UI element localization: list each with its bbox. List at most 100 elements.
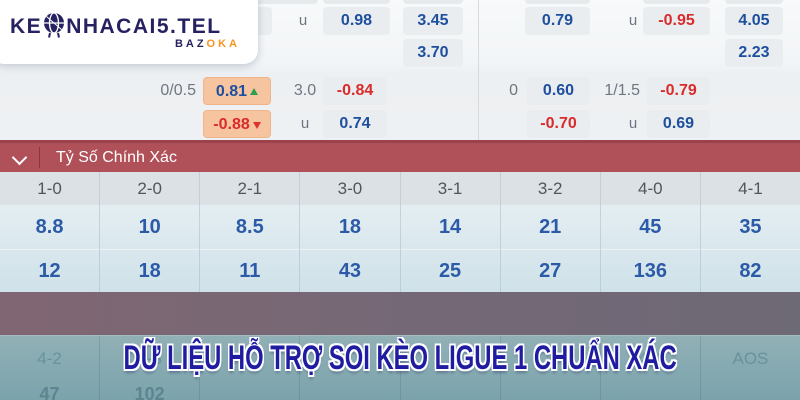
- odds-cell[interactable]: -0.70: [527, 110, 590, 138]
- score-odds-cell[interactable]: 47: [39, 384, 60, 400]
- score-odds-cell[interactable]: 45: [639, 216, 662, 238]
- total-line-label: 3.0: [293, 82, 317, 99]
- score-odds-cell[interactable]: [701, 381, 800, 400]
- score-column: 4-3 102: [100, 336, 201, 400]
- score-col-header: 1-0: [0, 172, 101, 205]
- score-column: 35 82: [700, 205, 800, 292]
- score-odds-cell[interactable]: 82: [700, 249, 800, 292]
- score-column: 18 43: [300, 205, 401, 292]
- brand-tagline-post: OKA: [206, 38, 240, 50]
- score-col-header: 4-4: [638, 349, 663, 368]
- score-odds-cell[interactable]: [501, 381, 600, 400]
- highlighted-odds-cell[interactable]: -0.88: [203, 110, 271, 138]
- separator-band: [0, 292, 800, 335]
- score-odds-cell[interactable]: 102: [134, 384, 165, 400]
- highlighted-odds-cell[interactable]: 0.81: [203, 77, 271, 105]
- odds-cell[interactable]: -0.79: [647, 77, 710, 105]
- under-label: u: [300, 115, 310, 132]
- bar-separator: [39, 147, 40, 168]
- odds-cell[interactable]: 3.70: [403, 39, 463, 67]
- score-odds-cell[interactable]: [401, 381, 500, 400]
- under-label: u: [298, 12, 308, 29]
- score-column: AOS: [701, 336, 800, 400]
- handicap-label: 0: [509, 82, 518, 99]
- score-header-row: 1-0 2-0 2-1 3-0 3-1 3-2 4-0 4-1: [0, 172, 800, 205]
- chevron-down-icon[interactable]: [11, 149, 28, 166]
- score-odds-cell[interactable]: 18: [338, 216, 362, 238]
- odds-cell[interactable]: 0.69: [647, 110, 710, 138]
- score-column: 4-4: [601, 336, 701, 400]
- odds-value: 0.81: [215, 83, 248, 100]
- score-col-header: 3-1: [401, 172, 501, 205]
- correct-score-section-bar[interactable]: Tỷ Số Chính Xác: [0, 140, 800, 172]
- cutoff-box-sliver: [403, 0, 463, 4]
- odds-cell[interactable]: -0.95: [643, 7, 710, 35]
- score-col-header: 3-2: [501, 172, 601, 205]
- score-odds-cell[interactable]: 8.5: [235, 216, 264, 238]
- score-column: 14 25: [400, 205, 501, 292]
- score-odds-cell[interactable]: 21: [539, 216, 562, 238]
- score-column: 45 136: [600, 205, 701, 292]
- score-column: [200, 336, 301, 400]
- score-col-header: 3-0: [300, 172, 401, 205]
- score-column: [401, 336, 501, 400]
- score-odds-cell[interactable]: [300, 381, 399, 400]
- trend-up-icon: [250, 88, 259, 95]
- score-column: 8.8 12: [0, 205, 101, 292]
- brand-name: KE NHACAI5.TEL: [10, 12, 222, 39]
- score-odds-cell[interactable]: 43: [300, 249, 400, 292]
- promo-banner-text: DỮ LIỆU HỖ TRỢ SOI KÈO LIGUE 1 CHUẨN XÁC: [123, 339, 677, 377]
- score-odds-cell[interactable]: 18: [100, 249, 200, 292]
- score-odds-cell[interactable]: 10: [138, 216, 161, 238]
- odds-value: -0.88: [213, 116, 250, 133]
- score-odds-cell[interactable]: 8.8: [35, 216, 64, 238]
- score-col-header: 4-0: [601, 172, 701, 205]
- score-column: 21 27: [500, 205, 601, 292]
- odds-cell[interactable]: 4.05: [725, 7, 783, 35]
- score-column: 8.5 11: [200, 205, 301, 292]
- promo-banner: DỮ LIỆU HỖ TRỢ SOI KÈO LIGUE 1 CHUẨN XÁC: [0, 334, 800, 382]
- brand-tagline-pre: BAZ: [174, 38, 207, 50]
- score-odds-grid: 8.8 12 10 18 8.5 11 18 43 14 25 21 27 45…: [0, 205, 800, 292]
- cutoff-box-sliver: [525, 0, 590, 4]
- section-title: Tỷ Số Chính Xác: [56, 149, 177, 166]
- score-odds-cell[interactable]: 35: [739, 216, 762, 238]
- odds-cell[interactable]: 0.60: [527, 77, 590, 105]
- score-col-header: 2-1: [200, 172, 301, 205]
- cutoff-box-sliver: [643, 0, 710, 4]
- brand-name-pre: KE: [10, 15, 43, 38]
- trend-down-icon: [252, 122, 261, 129]
- brand-tagline: BAZOKA: [175, 38, 240, 50]
- score-odds-cell[interactable]: [200, 381, 299, 400]
- score-col-header: AOS: [732, 349, 769, 368]
- score-table-continued: 4-2 47 4-3 102 4-4 AOS: [0, 335, 800, 400]
- cutoff-box-sliver: [725, 0, 783, 4]
- site-logo[interactable]: KE NHACAI5.TEL BAZOKA: [0, 0, 258, 64]
- cutoff-box-sliver: [230, 0, 318, 4]
- total-line-label: 1/1.5: [604, 82, 640, 99]
- brand-name-post: NHACAI5.TEL: [66, 15, 222, 38]
- odds-cell[interactable]: 2.23: [725, 39, 783, 67]
- globe-mascot-icon: [44, 12, 65, 38]
- odds-cell[interactable]: 0.74: [323, 110, 387, 138]
- score-column: [501, 336, 601, 400]
- odds-cell[interactable]: 0.79: [525, 7, 590, 35]
- score-odds-cell[interactable]: 136: [600, 249, 700, 292]
- score-col-header: 4-3: [137, 349, 162, 368]
- score-odds-cell[interactable]: 14: [438, 216, 462, 238]
- score-column: [300, 336, 401, 400]
- odds-cell[interactable]: 0.98: [323, 7, 390, 35]
- score-col-header: 2-0: [100, 172, 201, 205]
- score-column: 4-2 47: [0, 336, 101, 400]
- score-odds-cell[interactable]: 25: [400, 249, 500, 292]
- score-odds-cell[interactable]: 11: [200, 249, 300, 292]
- score-column: 10 18: [100, 205, 201, 292]
- under-label: u: [628, 12, 638, 29]
- score-odds-cell[interactable]: [601, 381, 700, 400]
- score-odds-cell[interactable]: 27: [500, 249, 600, 292]
- odds-cell[interactable]: -0.84: [323, 77, 387, 105]
- odds-cell[interactable]: 3.45: [403, 7, 463, 35]
- column-divider: [478, 0, 479, 140]
- score-odds-cell[interactable]: 12: [0, 249, 100, 292]
